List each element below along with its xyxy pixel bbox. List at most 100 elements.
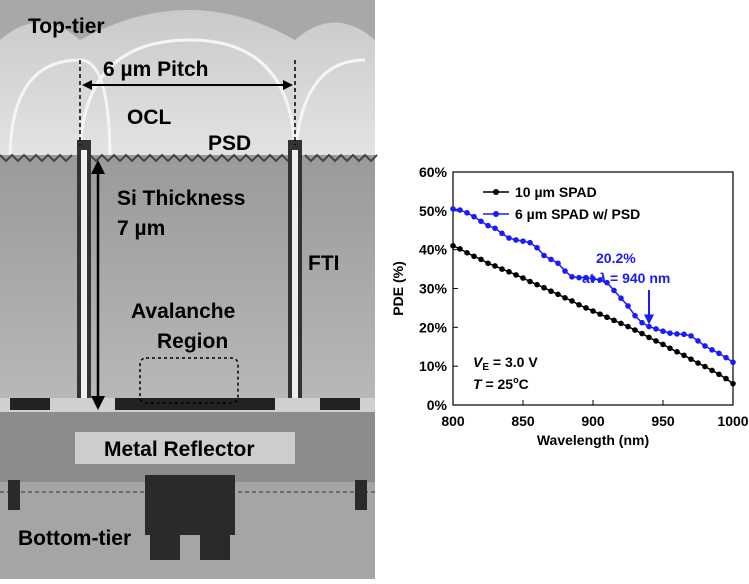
data-point bbox=[548, 288, 554, 295]
data-point bbox=[688, 356, 694, 362]
data-point bbox=[730, 359, 736, 366]
label: Region bbox=[157, 330, 228, 353]
data-point bbox=[576, 302, 582, 308]
y-tick-label: 30% bbox=[419, 281, 448, 297]
data-point bbox=[723, 354, 729, 361]
data-point bbox=[674, 331, 680, 337]
data-point bbox=[688, 333, 694, 339]
legend-label: 10 µm SPAD bbox=[515, 184, 597, 200]
data-point bbox=[653, 338, 659, 344]
data-point bbox=[527, 239, 533, 246]
data-point bbox=[450, 206, 456, 212]
x-axis-label: Wavelength (nm) bbox=[537, 432, 649, 448]
data-point bbox=[485, 260, 491, 267]
data-point bbox=[485, 222, 491, 229]
annotation-arrowhead bbox=[644, 314, 654, 325]
y-axis-label: PDE (%) bbox=[390, 261, 406, 315]
chart: 0% 10% 20% 30% 40% 50% 60% 800 850 900 950 1000 Wave… bbox=[390, 164, 749, 448]
data-point bbox=[611, 287, 617, 294]
data-point bbox=[695, 360, 701, 366]
annotation-part: V bbox=[473, 354, 484, 370]
annotation-part: = 3.0 V bbox=[489, 354, 538, 370]
data-point bbox=[527, 278, 533, 285]
data-point bbox=[660, 341, 666, 348]
data-point bbox=[618, 320, 624, 327]
data-point bbox=[541, 284, 547, 291]
label: PSD bbox=[208, 132, 251, 155]
data-point bbox=[457, 246, 463, 252]
annotation-part: C bbox=[519, 376, 529, 392]
data-point bbox=[604, 314, 610, 321]
data-point bbox=[723, 375, 729, 382]
data-point bbox=[730, 380, 736, 387]
annotation: VE = 3.0 V bbox=[473, 354, 538, 373]
data-point bbox=[667, 330, 673, 336]
data-point bbox=[702, 343, 708, 349]
data-point bbox=[716, 371, 722, 378]
data-point bbox=[548, 256, 554, 263]
data-point bbox=[646, 323, 652, 330]
y-tick-label: 10% bbox=[419, 358, 448, 374]
label: OCL bbox=[127, 106, 172, 129]
data-point bbox=[576, 274, 582, 281]
data-point bbox=[632, 312, 638, 319]
label: 7 µm bbox=[117, 217, 165, 240]
data-point bbox=[625, 303, 631, 309]
data-point bbox=[681, 352, 687, 359]
data-point bbox=[499, 230, 505, 237]
data-point bbox=[534, 244, 540, 251]
data-point bbox=[709, 367, 715, 374]
bottom-block bbox=[150, 530, 180, 560]
data-point bbox=[471, 213, 477, 220]
x-tick-label: 950 bbox=[651, 413, 675, 429]
data-point bbox=[555, 260, 561, 267]
annotation-part: at bbox=[582, 270, 598, 286]
data-point bbox=[555, 291, 561, 298]
data-point bbox=[513, 237, 519, 243]
psd-surface bbox=[0, 153, 378, 163]
label-bg bbox=[75, 432, 295, 464]
data-point bbox=[597, 311, 603, 317]
label: FTI bbox=[308, 252, 340, 275]
y-tick-label: 40% bbox=[419, 242, 448, 258]
data-point bbox=[520, 238, 526, 244]
annotation: at λ = 940 nm bbox=[582, 270, 670, 286]
avalanche-box bbox=[139, 357, 239, 404]
data-point bbox=[534, 281, 540, 288]
data-point bbox=[709, 347, 715, 353]
data-point bbox=[464, 249, 470, 256]
data-point bbox=[695, 338, 701, 344]
bottom-block bbox=[200, 530, 230, 560]
data-point bbox=[457, 207, 463, 213]
data-point bbox=[478, 218, 484, 225]
metal bbox=[10, 398, 50, 410]
data-point bbox=[492, 225, 498, 232]
x-tick-label: 900 bbox=[581, 413, 605, 429]
data-point bbox=[590, 308, 596, 314]
x-tick-label: 800 bbox=[441, 413, 465, 429]
annotation-part: λ bbox=[597, 270, 606, 286]
annotation-part: = 940 nm bbox=[606, 270, 670, 286]
x-tick-label: 850 bbox=[511, 413, 535, 429]
data-point bbox=[625, 323, 631, 330]
data-point bbox=[702, 363, 708, 370]
data-point bbox=[667, 345, 673, 352]
annotation-part: = 25 bbox=[482, 376, 514, 392]
data-point bbox=[653, 326, 659, 332]
data-point bbox=[646, 334, 652, 341]
data-point bbox=[590, 275, 596, 282]
data-point bbox=[681, 331, 687, 338]
data-point bbox=[562, 268, 568, 274]
y-tick-label: 0% bbox=[427, 397, 448, 413]
data-point bbox=[471, 253, 477, 260]
data-point bbox=[478, 256, 484, 263]
fti-core bbox=[81, 150, 87, 400]
label: 6 µm Pitch bbox=[103, 58, 208, 81]
legend-marker bbox=[493, 189, 499, 195]
data-point bbox=[716, 350, 722, 357]
annotation: T = 25oC bbox=[473, 375, 529, 392]
metal bbox=[115, 398, 275, 410]
y-tick-label: 20% bbox=[419, 319, 448, 335]
data-point bbox=[597, 277, 603, 283]
